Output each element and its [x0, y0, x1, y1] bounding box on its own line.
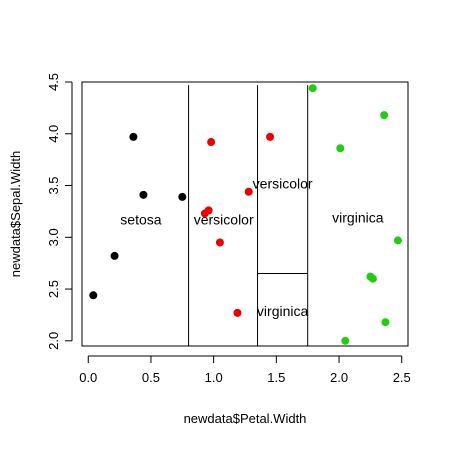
region-label: virginica	[332, 210, 384, 226]
data-point	[244, 187, 253, 196]
data-point	[336, 144, 345, 153]
y-tick-label: 4.5	[46, 73, 61, 91]
data-point	[110, 251, 119, 260]
x-axis-title: newdata$Petal.Width	[184, 411, 307, 426]
region-label: versicolor	[194, 212, 254, 228]
data-point	[215, 238, 224, 247]
y-axis-title: newdata$Sepal.Width	[8, 151, 23, 277]
data-point	[233, 308, 242, 317]
data-point	[178, 192, 187, 201]
x-tick-label: 0.5	[142, 370, 160, 385]
data-point	[393, 236, 402, 245]
plot-frame	[81, 81, 409, 347]
data-point	[89, 291, 98, 300]
data-point	[139, 190, 148, 199]
region-labels: setosa versicolor versicolor virginica virgi…	[120, 175, 383, 318]
region-label: versicolor	[253, 175, 313, 191]
region-label: setosa	[120, 212, 161, 228]
data-points	[89, 84, 402, 345]
data-point	[381, 318, 390, 327]
y-tick-label: 3.5	[46, 176, 61, 194]
x-axis: 0.0 0.5 1.0 1.5 2.0 2.5	[79, 355, 411, 385]
x-tick-label: 1.5	[267, 370, 285, 385]
y-tick-label: 4.0	[46, 125, 61, 143]
y-tick-label: 2.5	[46, 280, 61, 298]
partition-lines	[188, 85, 309, 346]
region-label: virginica	[257, 303, 309, 319]
x-tick-label: 0.0	[79, 370, 97, 385]
y-axis: 2.0 2.5 3.0 3.5 4.0 4.5	[46, 73, 73, 350]
data-point	[266, 132, 275, 141]
y-tick-label: 2.0	[46, 332, 61, 350]
x-tick-label: 2.5	[393, 370, 411, 385]
data-point	[129, 132, 138, 141]
data-point	[341, 336, 350, 345]
data-point	[207, 138, 216, 147]
data-point	[380, 111, 389, 120]
data-point	[308, 84, 317, 93]
data-point	[204, 206, 213, 215]
data-point	[368, 274, 377, 283]
y-tick-label: 3.0	[46, 228, 61, 246]
x-tick-label: 2.0	[330, 370, 348, 385]
x-tick-label: 1.0	[205, 370, 223, 385]
